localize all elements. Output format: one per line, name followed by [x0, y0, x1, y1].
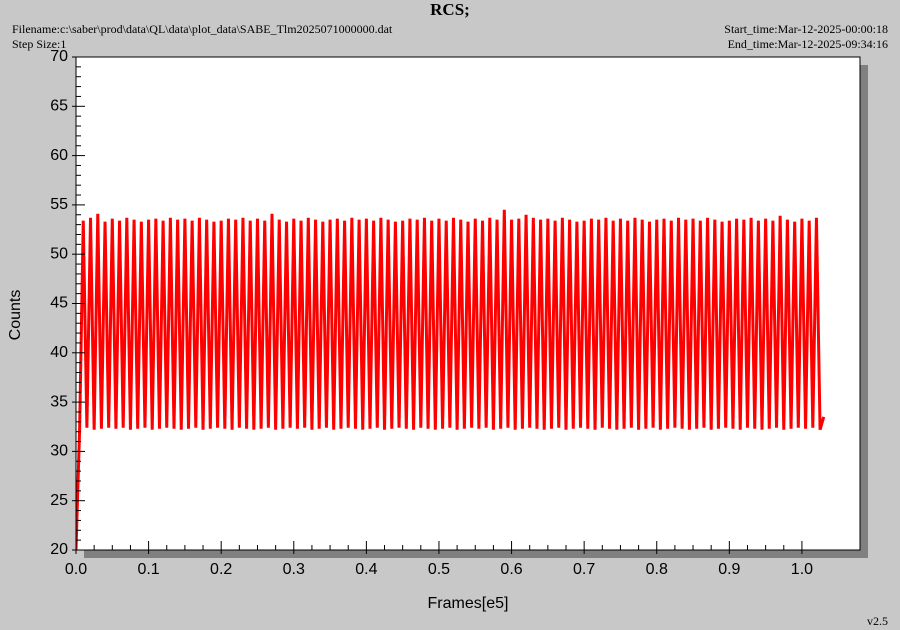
y-tick-label: 60: [50, 147, 68, 164]
y-tick-label: 65: [50, 98, 68, 115]
x-tick-label: 0.6: [500, 561, 522, 578]
y-tick-label: 25: [50, 492, 68, 509]
y-tick-label: 45: [50, 295, 68, 312]
data-line: [76, 209, 826, 550]
x-tick-label: 0.7: [573, 561, 595, 578]
x-axis-label: Frames[e5]: [428, 595, 509, 612]
y-tick-label: 40: [50, 344, 68, 361]
version: v2.5: [867, 614, 888, 628]
y-tick-label: 70: [50, 48, 68, 65]
filename: Filename:c:\saber\prod\data\QL\data\plot…: [12, 22, 393, 36]
x-tick-label: 0.0: [65, 561, 87, 578]
y-tick-label: 20: [50, 541, 68, 558]
x-tick-label: 0.8: [646, 561, 668, 578]
y-axis-label: Counts: [7, 290, 24, 341]
y-tick-label: 50: [50, 245, 68, 262]
x-tick-label: 0.9: [718, 561, 740, 578]
y-tick-label: 55: [50, 196, 68, 213]
x-tick-label: 1.0: [791, 561, 813, 578]
chart-title: RCS;: [430, 0, 470, 19]
x-tick-label: 0.2: [210, 561, 232, 578]
x-tick-label: 0.1: [137, 561, 159, 578]
start-time: Start_time:Mar-12-2025-00:00:18: [724, 22, 888, 36]
x-tick-label: 0.3: [283, 561, 305, 578]
y-tick-label: 35: [50, 393, 68, 410]
x-tick-label: 0.5: [428, 561, 450, 578]
y-tick-label: 30: [50, 443, 68, 460]
x-tick-label: 0.4: [355, 561, 377, 578]
end-time: End_time:Mar-12-2025-09:34:16: [728, 37, 888, 51]
step-size: Step Size:1: [12, 37, 66, 51]
